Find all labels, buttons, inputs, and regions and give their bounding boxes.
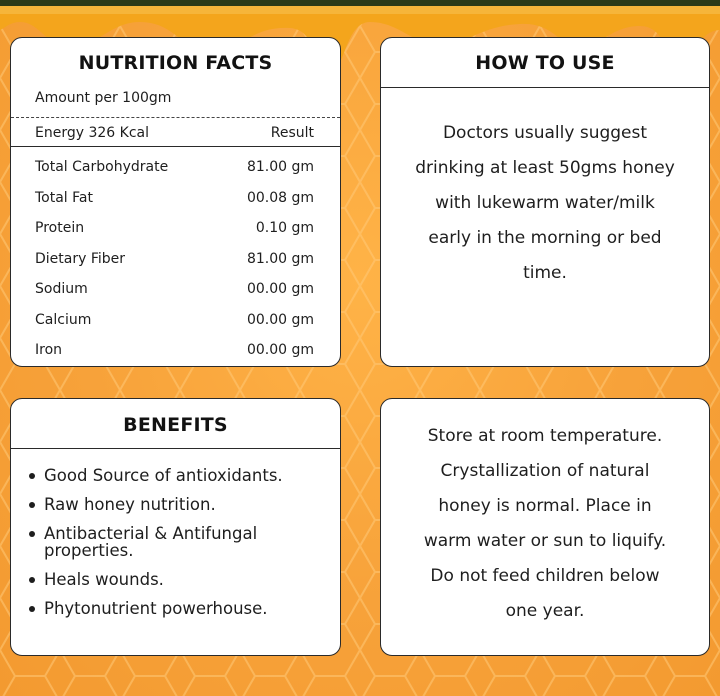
- how-to-use-title: HOW TO USE: [475, 52, 615, 74]
- text-line: time.: [523, 263, 567, 283]
- list-item: Raw honey nutrition.: [25, 496, 330, 513]
- list-item: Phytonutrient powerhouse.: [25, 600, 330, 617]
- bullet-icon: [29, 531, 35, 537]
- dashed-divider: [11, 117, 340, 118]
- nutrient-label: Protein: [35, 220, 85, 237]
- nutrient-value: 81.00 gm: [246, 159, 314, 176]
- top-bar: [0, 0, 720, 8]
- nutrition-facts-card: NUTRITION FACTS Amount per 100gm Energy …: [10, 37, 341, 367]
- title-divider: [381, 87, 709, 88]
- nutrient-label: Calcium: [35, 311, 92, 328]
- text-line: one year.: [505, 601, 585, 621]
- benefits-list: Good Source of antioxidants. Raw honey n…: [25, 467, 330, 629]
- energy-label: Energy 326 Kcal: [35, 125, 149, 141]
- amount-per-label: Amount per 100gm: [35, 90, 172, 106]
- text-line: honey is normal. Place in: [438, 496, 652, 516]
- nutrient-value: 0.10 gm: [255, 220, 314, 237]
- nutrition-row: Total Fat 00.08 gm: [35, 183, 314, 214]
- list-item: Antibacterial & Antifungal properties.: [25, 525, 330, 559]
- bullet-icon: [29, 502, 35, 508]
- nutrient-value: 81.00 gm: [246, 250, 314, 267]
- solid-divider: [11, 146, 340, 147]
- result-label: Result: [270, 125, 314, 141]
- how-to-use-text: Doctors usually suggest drinking at leas…: [391, 116, 699, 291]
- benefit-text: Raw honey nutrition.: [44, 495, 216, 514]
- nutrient-value: 00.08 gm: [246, 189, 314, 206]
- bullet-icon: [29, 577, 35, 583]
- text-line: with lukewarm water/milk: [435, 193, 655, 213]
- nutrient-value: 00.00 gm: [246, 342, 314, 359]
- nutrition-rows: Total Carbohydrate 81.00 gm Total Fat 00.0…: [35, 152, 314, 366]
- list-item: Heals wounds.: [25, 571, 330, 588]
- how-to-use-card: HOW TO USE Doctors usually suggest drink…: [380, 37, 710, 367]
- text-line: early in the morning or bed: [428, 228, 662, 248]
- text-line: Do not feed children below: [430, 566, 660, 586]
- nutrition-row: Protein 0.10 gm: [35, 213, 314, 244]
- nutrient-value: 00.00 gm: [246, 311, 314, 328]
- title-divider: [11, 448, 340, 449]
- nutrition-title: NUTRITION FACTS: [78, 52, 273, 74]
- nutrient-value: 00.00 gm: [246, 281, 314, 298]
- storage-card: Store at room temperature. Crystallizati…: [380, 398, 710, 656]
- text-line: drinking at least 50gms honey: [415, 158, 675, 178]
- storage-text: Store at room temperature. Crystallizati…: [391, 419, 699, 629]
- benefit-text: Antibacterial & Antifungal properties.: [44, 524, 258, 560]
- benefit-text: Heals wounds.: [44, 570, 164, 589]
- nutrient-label: Total Carbohydrate: [35, 159, 169, 176]
- nutrition-header-row: Energy 326 Kcal Result: [35, 125, 314, 141]
- benefit-text: Good Source of antioxidants.: [44, 466, 283, 485]
- nutrition-row: Sodium 00.00 gm: [35, 274, 314, 305]
- nutrient-label: Iron: [35, 342, 63, 359]
- nutrient-label: Sodium: [35, 281, 88, 298]
- text-line: Crystallization of natural: [440, 461, 650, 481]
- text-line: warm water or sun to liquify.: [423, 531, 667, 551]
- nutrient-label: Dietary Fiber: [35, 250, 126, 267]
- nutrition-row: Iron 00.00 gm: [35, 335, 314, 366]
- bullet-icon: [29, 606, 35, 612]
- benefits-title: BENEFITS: [123, 414, 228, 436]
- benefit-text: Phytonutrient powerhouse.: [44, 599, 268, 618]
- nutrition-row: Dietary Fiber 81.00 gm: [35, 244, 314, 275]
- nutrition-row: Total Carbohydrate 81.00 gm: [35, 152, 314, 183]
- benefits-card: BENEFITS Good Source of antioxidants. Ra…: [10, 398, 341, 656]
- bullet-icon: [29, 473, 35, 479]
- honey-drip: [0, 6, 720, 72]
- nutrition-row: Calcium 00.00 gm: [35, 305, 314, 336]
- list-item: Good Source of antioxidants.: [25, 467, 330, 484]
- text-line: Doctors usually suggest: [442, 123, 648, 143]
- nutrient-label: Total Fat: [35, 189, 93, 206]
- text-line: Store at room temperature.: [427, 426, 663, 446]
